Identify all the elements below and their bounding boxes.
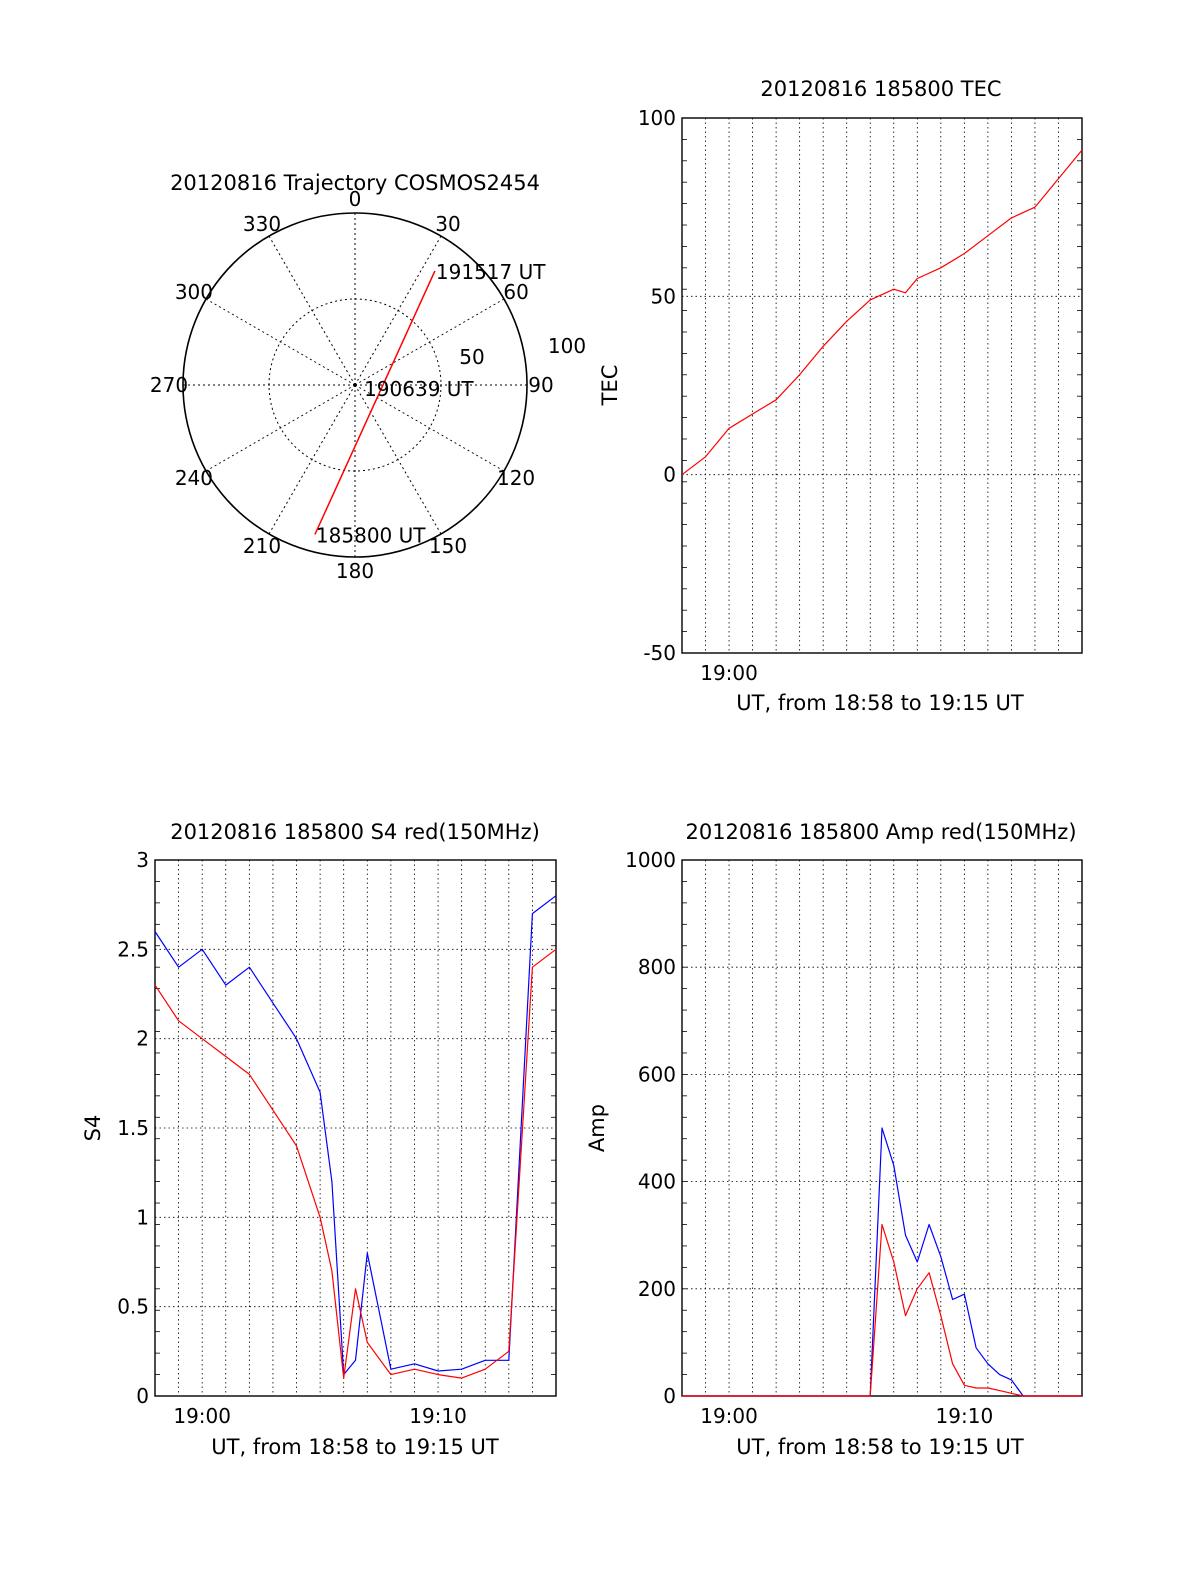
tec-ytick-label: -50 (643, 641, 676, 665)
tec-ytick-label: 100 (638, 106, 676, 130)
s4-ytick-label: 2 (136, 1027, 149, 1051)
polar-spoke (205, 384, 356, 472)
polar-spoke (354, 384, 442, 535)
amp-series-line (682, 1127, 1082, 1397)
s4-series-line (154, 948, 557, 1379)
polar-angle-tick-label: 120 (497, 466, 535, 490)
s4-xtick-label: 19:10 (409, 1404, 467, 1428)
polar-annotation: 185800 UT (316, 524, 426, 548)
polar-angle-tick-label: 90 (528, 373, 553, 397)
tec-title: 20120816 185800 TEC (760, 77, 1001, 101)
polar-spoke (354, 235, 442, 386)
polar-spokes (183, 213, 527, 557)
polar-angle-labels: 0 30 60 90 120 150 180 210 240 270 300 330 (150, 187, 554, 583)
polar-spoke (268, 235, 356, 386)
tec-series-line (681, 149, 1083, 476)
amp-ytick-label: 400 (638, 1170, 676, 1194)
polar-angle-tick-label: 60 (503, 280, 528, 304)
s4-ytick-label: 3 (136, 848, 149, 872)
s4-ytick-label: 1 (136, 1205, 149, 1229)
polar-radial-tick-50: 50 (459, 345, 484, 369)
amp-plot-frame (681, 859, 1083, 1397)
polar-angle-tick-label: 240 (175, 466, 213, 490)
polar-annotations: 191517 UT 190639 UT 185800 UT (316, 260, 546, 548)
polar-angle-tick-label: 0 (349, 187, 362, 211)
s4-xlabel: UT, from 18:58 to 19:15 UT (211, 1435, 499, 1459)
s4-title: 20120816 185800 S4 red(150MHz) (170, 820, 540, 844)
tec-panel: 20120816 185800 TEC TEC UT, from 18:58 t… (598, 77, 1083, 715)
s4-series-line (154, 895, 557, 1376)
polar-annotation: 191517 UT (436, 260, 546, 284)
amp-ytick-label: 200 (638, 1277, 676, 1301)
polar-trajectory-line (314, 270, 436, 535)
polar-angle-tick-label: 300 (175, 280, 213, 304)
polar-spoke (268, 384, 356, 535)
s4-ytick-label: 2.5 (117, 937, 149, 961)
amp-ytick-label: 0 (663, 1384, 676, 1408)
amp-series-line (682, 1223, 1082, 1397)
s4-ylabel: S4 (81, 1115, 105, 1142)
s4-panel: 20120816 185800 S4 red(150MHz) S4 UT, fr… (81, 820, 557, 1459)
polar-angle-tick-label: 270 (150, 373, 188, 397)
s4-ytick-label: 0 (136, 1384, 149, 1408)
amp-xlabel: UT, from 18:58 to 19:15 UT (736, 1435, 1024, 1459)
amp-title: 20120816 185800 Amp red(150MHz) (685, 820, 1076, 844)
polar-title: 20120816 Trajectory COSMOS2454 (170, 171, 540, 195)
tec-xlabel: UT, from 18:58 to 19:15 UT (736, 691, 1024, 715)
amp-panel: 20120816 185800 Amp red(150MHz) Amp UT, … (585, 820, 1083, 1459)
amp-xtick-label: 19:10 (936, 1404, 994, 1428)
tec-xtick-label: 19:00 (700, 661, 758, 685)
amp-ytick-label: 1000 (625, 848, 676, 872)
tec-ytick-label: 0 (663, 463, 676, 487)
amp-ytick-label: 800 (638, 955, 676, 979)
s4-xtick-label: 19:00 (173, 1404, 231, 1428)
s4-ytick-label: 1.5 (117, 1116, 149, 1140)
s4-plot-frame (154, 859, 557, 1397)
polar-panel: 20120816 Trajectory COSMOS2454 0 30 60 90 12… (150, 171, 586, 583)
polar-angle-tick-label: 330 (243, 212, 281, 236)
polar-trajectory (314, 270, 436, 535)
polar-spoke (354, 384, 505, 472)
tec-ytick-label: 50 (651, 284, 676, 308)
polar-angle-tick-label: 210 (243, 534, 281, 558)
polar-spoke (354, 298, 505, 386)
polar-radial-tick-100: 100 (548, 334, 586, 358)
s4-ytick-label: 0.5 (117, 1295, 149, 1319)
polar-angle-tick-label: 180 (336, 559, 374, 583)
amp-xtick-label: 19:00 (700, 1404, 758, 1428)
polar-angle-tick-label: 30 (435, 212, 460, 236)
polar-spoke (205, 298, 356, 386)
polar-angle-tick-label: 150 (429, 534, 467, 558)
tec-ylabel: TEC (598, 365, 622, 407)
tec-plot-frame (681, 117, 1083, 654)
amp-ytick-label: 600 (638, 1062, 676, 1086)
polar-annotation: 190639 UT (364, 377, 474, 401)
amp-ylabel: Amp (585, 1104, 609, 1152)
